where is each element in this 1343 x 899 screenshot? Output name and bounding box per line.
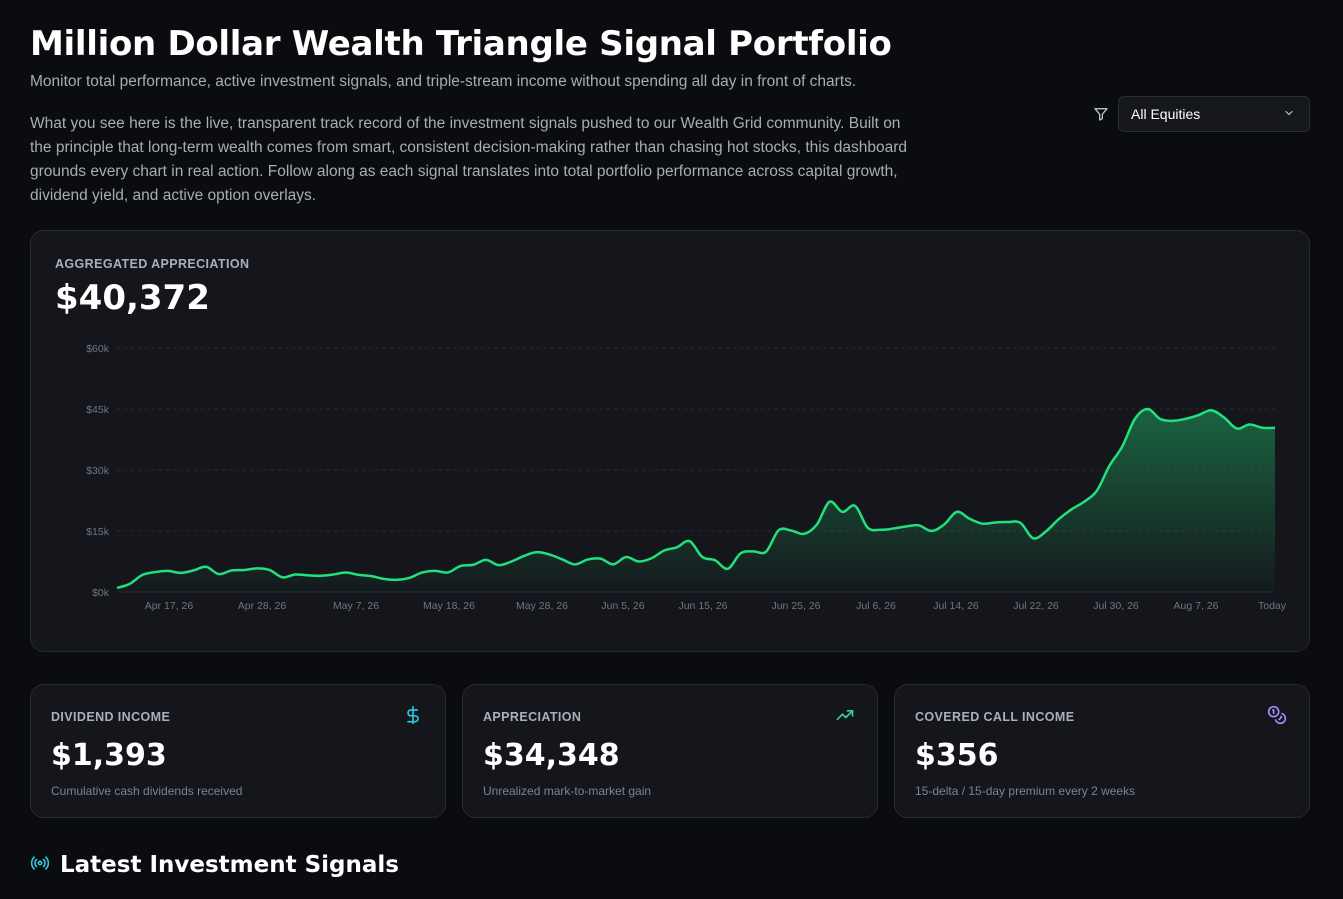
trending-up-icon bbox=[835, 705, 855, 725]
covered-call-income-note: 15-delta / 15-day premium every 2 weeks bbox=[915, 784, 1136, 798]
aggregated-appreciation-label: AGGREGATED APPRECIATION bbox=[55, 257, 250, 271]
x-tick-label: Jun 5, 26 bbox=[601, 600, 644, 612]
x-tick-label: Jun 15, 26 bbox=[678, 600, 727, 612]
x-tick-label: Aug 7, 26 bbox=[1174, 600, 1219, 612]
aggregated-appreciation-value: $40,372 bbox=[55, 278, 210, 318]
equity-filter-value: All Equities bbox=[1131, 106, 1201, 122]
y-tick-label: $45k bbox=[86, 404, 110, 416]
x-tick-label: May 28, 26 bbox=[516, 600, 568, 612]
covered-call-income-value: $356 bbox=[915, 738, 999, 773]
appreciation-area bbox=[117, 408, 1275, 592]
covered-call-income-card: COVERED CALL INCOME $356 15-delta / 15-d… bbox=[894, 684, 1310, 818]
equity-filter-select[interactable]: All Equities bbox=[1118, 96, 1310, 132]
latest-signals-title: Latest Investment Signals bbox=[60, 852, 399, 878]
y-tick-label: $60k bbox=[86, 343, 110, 355]
appreciation-note: Unrealized mark-to-market gain bbox=[483, 784, 652, 798]
filter-icon[interactable] bbox=[1092, 105, 1110, 123]
x-tick-label: May 7, 26 bbox=[333, 600, 379, 612]
x-tick-label: Apr 17, 26 bbox=[145, 600, 194, 612]
x-tick-label: Jul 30, 26 bbox=[1093, 600, 1139, 612]
appreciation-label: APPRECIATION bbox=[483, 710, 582, 724]
x-tick-label: Apr 28, 26 bbox=[238, 600, 287, 612]
appreciation-value: $34,348 bbox=[483, 738, 620, 773]
y-tick-label: $15k bbox=[86, 526, 110, 538]
x-tick-label: Jul 22, 26 bbox=[1013, 600, 1059, 612]
latest-signals-heading: Latest Investment Signals bbox=[30, 852, 399, 878]
equity-filter: All Equities bbox=[1092, 96, 1310, 132]
aggregated-appreciation-card: AGGREGATED APPRECIATION $40,372 $0k $15k $… bbox=[30, 230, 1310, 652]
x-tick-label: May 18, 26 bbox=[423, 600, 475, 612]
chevron-down-icon bbox=[1283, 106, 1295, 122]
appreciation-chart[interactable]: $0k $15k $30k $45k $60k Apr 17, 26 Apr 28, 26… bbox=[31, 331, 1309, 621]
x-tick-label: Jul 14, 26 bbox=[933, 600, 979, 612]
covered-call-income-label: COVERED CALL INCOME bbox=[915, 710, 1075, 724]
coins-icon bbox=[1267, 705, 1287, 725]
dollar-icon bbox=[403, 705, 423, 725]
page-subtitle: Monitor total performance, active invest… bbox=[30, 73, 857, 90]
page-title: Million Dollar Wealth Triangle Signal Po… bbox=[30, 24, 892, 64]
page-intro: What you see here is the live, transpare… bbox=[30, 115, 908, 204]
dividend-income-card: DIVIDEND INCOME $1,393 Cumulative cash d… bbox=[30, 684, 446, 818]
radio-signal-icon bbox=[30, 853, 50, 878]
appreciation-line bbox=[116, 407, 1276, 590]
x-tick-label: Jul 6, 26 bbox=[856, 600, 896, 612]
x-tick-label: Jun 25, 26 bbox=[771, 600, 820, 612]
dividend-income-value: $1,393 bbox=[51, 738, 167, 773]
appreciation-card: APPRECIATION $34,348 Unrealized mark-to-… bbox=[462, 684, 878, 818]
y-tick-label: $30k bbox=[86, 465, 110, 477]
x-tick-label: Today bbox=[1258, 600, 1287, 612]
dividend-income-label: DIVIDEND INCOME bbox=[51, 710, 171, 724]
dividend-income-note: Cumulative cash dividends received bbox=[51, 784, 243, 798]
y-tick-label: $0k bbox=[92, 587, 110, 599]
